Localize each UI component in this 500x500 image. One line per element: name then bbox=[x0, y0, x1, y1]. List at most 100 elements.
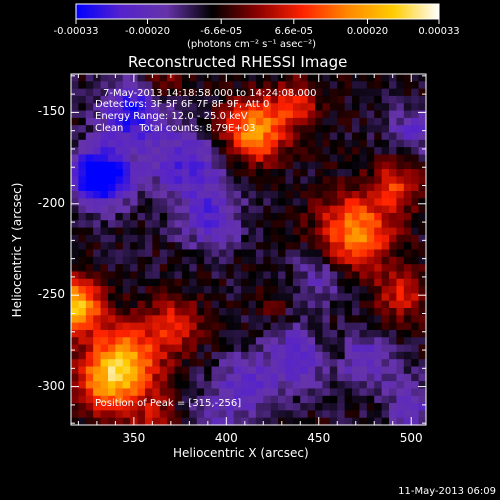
heatmap-cell bbox=[381, 234, 390, 243]
heatmap-cell bbox=[329, 125, 338, 134]
heatmap-cell bbox=[307, 139, 316, 148]
heatmap-cell bbox=[285, 139, 294, 148]
heatmap-cell bbox=[352, 169, 361, 177]
heatmap-cell bbox=[181, 373, 190, 382]
heatmap-cell bbox=[137, 198, 146, 207]
heatmap-cell bbox=[152, 110, 161, 119]
heatmap-cell bbox=[159, 271, 168, 280]
heatmap-cell bbox=[418, 300, 427, 309]
heatmap-cell bbox=[359, 308, 368, 316]
heatmap-cell bbox=[233, 366, 242, 375]
heatmap-cell bbox=[278, 147, 287, 156]
heatmap-cell bbox=[337, 271, 346, 280]
heatmap-cell bbox=[181, 139, 190, 148]
heatmap-cell bbox=[270, 117, 279, 126]
heatmap-cell bbox=[196, 329, 205, 338]
heatmap-cell bbox=[322, 410, 331, 419]
heatmap-cell bbox=[285, 373, 294, 382]
heatmap-cell bbox=[278, 234, 287, 243]
heatmap-cell bbox=[204, 110, 213, 119]
heatmap-cell bbox=[218, 366, 227, 375]
heatmap-cell bbox=[322, 344, 331, 353]
heatmap-cell bbox=[300, 198, 309, 207]
heatmap-cell bbox=[100, 286, 109, 294]
heatmap-cell bbox=[93, 351, 102, 360]
heatmap-cell bbox=[152, 95, 161, 104]
heatmap-cell bbox=[248, 147, 257, 156]
heatmap-cell bbox=[152, 351, 161, 360]
heatmap-cell bbox=[255, 234, 264, 243]
heatmap-cell bbox=[418, 351, 427, 360]
heatmap-cell bbox=[204, 183, 213, 192]
heatmap-cell bbox=[78, 388, 87, 397]
heatmap-cell bbox=[159, 344, 168, 353]
heatmap-cell bbox=[211, 176, 220, 185]
heatmap-cell bbox=[322, 95, 331, 104]
heatmap-cell bbox=[255, 417, 264, 426]
heatmap-cell bbox=[352, 322, 361, 331]
heatmap-cell bbox=[307, 278, 316, 287]
heatmap-cell bbox=[344, 132, 353, 141]
heatmap-cell bbox=[344, 256, 353, 265]
heatmap-cell bbox=[344, 88, 353, 97]
heatmap-cell bbox=[204, 191, 213, 199]
heatmap-cell bbox=[130, 103, 139, 112]
heatmap-cell bbox=[159, 417, 168, 426]
heatmap-cell bbox=[366, 278, 375, 287]
heatmap-cell bbox=[292, 117, 301, 126]
heatmap-cell bbox=[352, 286, 361, 294]
heatmap-cell bbox=[115, 242, 124, 251]
heatmap-cell bbox=[241, 337, 250, 346]
heatmap-cell bbox=[337, 125, 346, 134]
heatmap-cell bbox=[263, 227, 272, 236]
heatmap-cell bbox=[285, 308, 294, 316]
heatmap-cell bbox=[352, 366, 361, 375]
heatmap-cell bbox=[337, 351, 346, 360]
heatmap-cell bbox=[300, 88, 309, 97]
heatmap-cell bbox=[255, 183, 264, 192]
heatmap-cell bbox=[285, 95, 294, 104]
heatmap-cell bbox=[211, 278, 220, 287]
heatmap-cell bbox=[137, 183, 146, 192]
heatmap-cell bbox=[100, 308, 109, 316]
heatmap-cell bbox=[389, 366, 398, 375]
heatmap-cell bbox=[255, 81, 264, 90]
heatmap-cell bbox=[137, 388, 146, 397]
heatmap-cell bbox=[107, 351, 116, 360]
heatmap-cell bbox=[218, 300, 227, 309]
heatmap-cell bbox=[292, 337, 301, 346]
heatmap-cell bbox=[396, 161, 405, 170]
heatmap-cell bbox=[78, 161, 87, 170]
heatmap-cell bbox=[130, 278, 139, 287]
heatmap-cell bbox=[270, 220, 279, 229]
heatmap-cell bbox=[270, 359, 279, 368]
heatmap-cell bbox=[278, 410, 287, 419]
heatmap-cell bbox=[233, 256, 242, 265]
heatmap-cell bbox=[344, 344, 353, 353]
heatmap-cell bbox=[337, 220, 346, 229]
heatmap-cell bbox=[218, 220, 227, 229]
heatmap-cell bbox=[122, 110, 131, 119]
heatmap-cell bbox=[107, 359, 116, 368]
y-tick-label: -150 bbox=[37, 104, 65, 119]
chart-title: Reconstructed RHESSI Image bbox=[128, 53, 348, 71]
heatmap-cell bbox=[218, 329, 227, 338]
heatmap-cell bbox=[167, 278, 176, 287]
heatmap-cell bbox=[322, 117, 331, 126]
heatmap-cell bbox=[71, 264, 79, 273]
heatmap-cell bbox=[352, 344, 361, 353]
heatmap-cell bbox=[359, 278, 368, 287]
heatmap-cell bbox=[93, 183, 102, 192]
heatmap-cell bbox=[389, 278, 398, 287]
heatmap-cell bbox=[181, 403, 190, 411]
heatmap-cell bbox=[93, 176, 102, 185]
heatmap-cell bbox=[411, 410, 420, 419]
heatmap-cell bbox=[352, 403, 361, 411]
heatmap-cell bbox=[218, 103, 227, 112]
heatmap-cell bbox=[344, 183, 353, 192]
heatmap-cell bbox=[285, 81, 294, 90]
heatmap-cell bbox=[137, 359, 146, 368]
heatmap-cell bbox=[196, 308, 205, 316]
heatmap-cell bbox=[263, 373, 272, 382]
heatmap-cell bbox=[233, 198, 242, 207]
